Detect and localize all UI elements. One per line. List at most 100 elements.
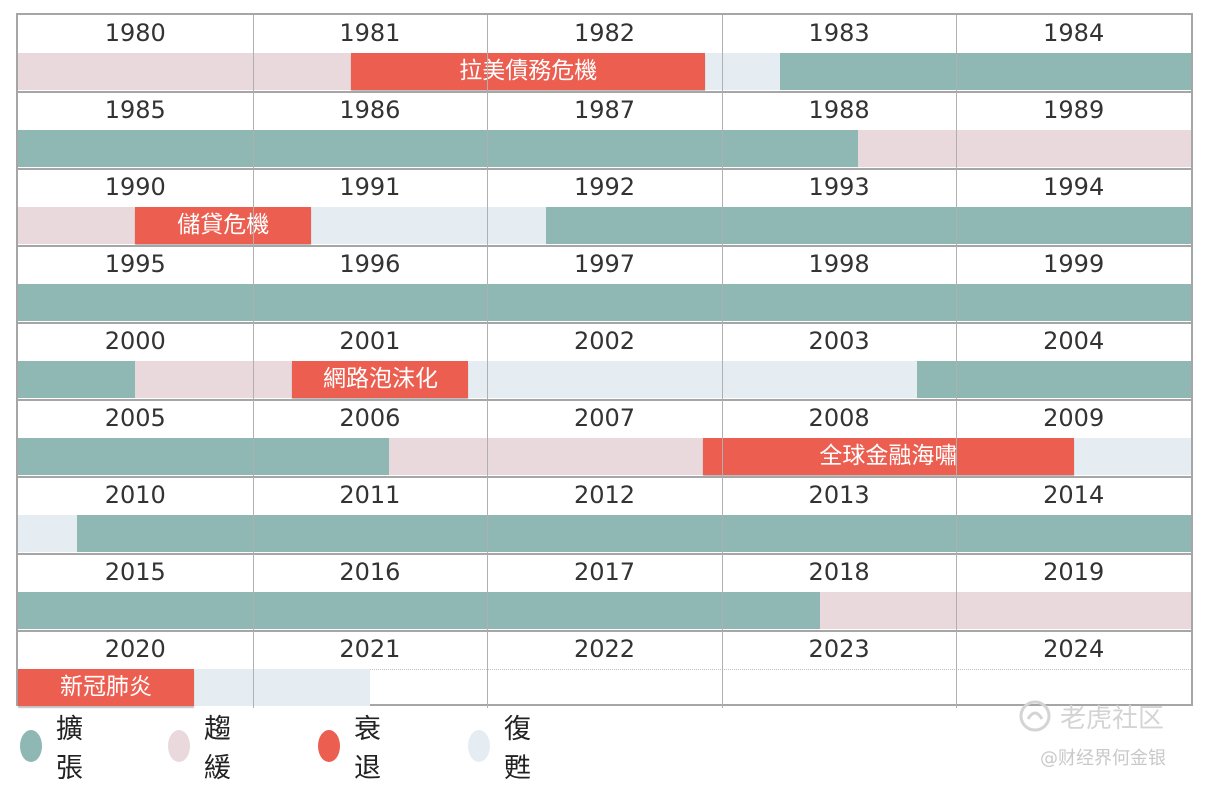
cell-divider [252, 92, 254, 169]
phase-bar-recovery [18, 515, 77, 552]
phase-grid: 拉美債務危機 1980 1981 1982 1983 1984 1985 1986 1987 19… [16, 13, 1193, 708]
cell-divider [956, 631, 958, 708]
cell-divider [721, 554, 723, 631]
year-label: 1988 [808, 96, 870, 124]
year-row: 網路泡沫化 2000 2001 2002 2003 2004 [18, 323, 1191, 400]
year-row: 1985 1986 1987 1988 1989 [18, 92, 1191, 169]
cell-divider [721, 400, 723, 477]
cell-divider [956, 400, 958, 477]
cell-divider [721, 169, 723, 246]
phase-bar-slowdown [18, 207, 136, 244]
crisis-label: 拉美債務危機 [351, 53, 706, 90]
year-label: 2024 [1043, 635, 1105, 663]
row-separator [18, 168, 1191, 170]
legend-swatch-icon [20, 730, 42, 762]
row-separator [18, 322, 1191, 324]
year-label: 2013 [808, 481, 870, 509]
row-separator [18, 91, 1191, 93]
year-label: 1983 [808, 19, 870, 47]
phase-bar-expansion [916, 361, 1191, 398]
phase-bar-expansion [18, 284, 1191, 321]
legend-swatch-icon [318, 730, 340, 762]
year-row: 2015 2016 2017 2018 2019 [18, 554, 1191, 631]
year-label: 1985 [104, 96, 166, 124]
year-label: 2006 [339, 404, 401, 432]
legend-label: 衰退 [353, 714, 381, 784]
cell-divider [252, 169, 254, 246]
year-label: 1982 [573, 19, 636, 47]
phase-bar-expansion [18, 361, 136, 398]
phase-bar-expansion [780, 53, 1191, 90]
year-label: 1981 [339, 19, 401, 47]
cell-divider [487, 400, 489, 477]
year-label: 2021 [339, 635, 401, 663]
cell-divider [487, 631, 489, 708]
cell-divider [252, 554, 254, 631]
legend-item-recession: 衰退 [318, 714, 391, 784]
year-label: 1991 [339, 173, 401, 201]
phase-bar-slowdown [857, 130, 1191, 167]
year-row: 1995 1996 1997 1998 1999 [18, 246, 1191, 323]
legend-label: 擴張 [55, 714, 83, 784]
phase-bar-recovery [468, 361, 917, 398]
year-label: 2011 [339, 481, 401, 509]
year-label: 2004 [1043, 327, 1105, 355]
cell-divider [721, 323, 723, 400]
cell-divider [956, 323, 958, 400]
phase-bar-expansion [76, 515, 1191, 552]
legend-item-slowdown: 趨緩 [168, 714, 241, 784]
cell-divider [487, 15, 489, 92]
phase-bar-slowdown [388, 438, 704, 475]
phase-bar-recovery [193, 669, 370, 706]
phase-bar-recovery [705, 53, 781, 90]
year-label: 2009 [1043, 404, 1105, 432]
cell-divider [487, 554, 489, 631]
phase-bar-expansion [18, 130, 858, 167]
year-label: 2020 [104, 635, 166, 663]
row-separator [18, 553, 1191, 555]
row-separator [18, 245, 1191, 247]
year-label: 1987 [573, 96, 636, 124]
year-label: 1995 [104, 250, 166, 278]
watermark-logo-text: 老虎社区 [1060, 703, 1165, 734]
phase-bar-expansion [18, 438, 389, 475]
cell-divider [252, 477, 254, 554]
row-separator [18, 476, 1191, 478]
cell-divider [487, 92, 489, 169]
year-label: 1998 [808, 250, 870, 278]
year-label: 1984 [1043, 19, 1105, 47]
year-label: 1994 [1043, 173, 1105, 201]
year-row: 全球金融海嘯 2005 2006 2007 2008 2009 [18, 400, 1191, 477]
phase-bar-slowdown [18, 53, 352, 90]
cell-divider [956, 477, 958, 554]
cell-divider [252, 15, 254, 92]
cell-divider [956, 169, 958, 246]
cell-divider [721, 15, 723, 92]
year-label: 2003 [808, 327, 870, 355]
watermark-author: @财经界何金银 [1040, 748, 1166, 769]
crisis-label: 新冠肺炎 [18, 669, 194, 706]
year-label: 2007 [573, 404, 636, 432]
crisis-label: 網路泡沫化 [292, 361, 469, 398]
row-separator [18, 630, 1191, 632]
year-label: 2010 [104, 481, 166, 509]
year-label: 1993 [808, 173, 870, 201]
cell-divider [956, 15, 958, 92]
year-row: 新冠肺炎 2020 2021 2022 2023 2024 [18, 631, 1191, 708]
year-label: 2023 [808, 635, 870, 663]
year-label: 2017 [573, 558, 636, 586]
legend-label: 復甦 [503, 714, 531, 784]
row-separator [18, 399, 1191, 401]
cell-divider [252, 400, 254, 477]
year-row: 拉美債務危機 1980 1981 1982 1983 1984 [18, 15, 1191, 92]
phase-bar-slowdown [820, 592, 1191, 629]
cell-divider [252, 631, 254, 708]
phase-bar-expansion [545, 207, 1191, 244]
cell-divider [721, 92, 723, 169]
year-label: 2000 [104, 327, 166, 355]
year-row: 儲貸危機 1990 1991 1992 1993 1994 [18, 169, 1191, 246]
year-label: 1996 [339, 250, 401, 278]
year-label: 1999 [1043, 250, 1105, 278]
year-label: 1986 [339, 96, 401, 124]
legend-swatch-icon [168, 730, 190, 762]
